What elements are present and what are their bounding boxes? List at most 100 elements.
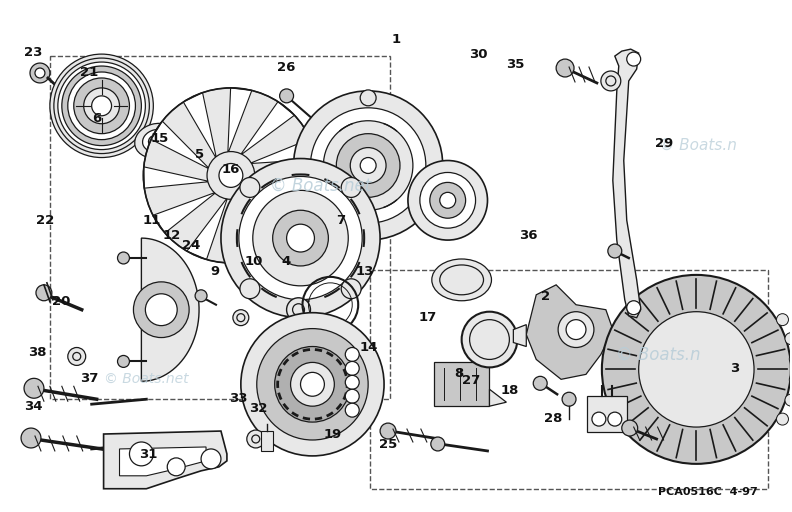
- Circle shape: [533, 376, 547, 390]
- Text: 18: 18: [501, 385, 520, 397]
- Circle shape: [219, 163, 243, 187]
- Circle shape: [133, 282, 189, 337]
- Polygon shape: [613, 49, 641, 317]
- Circle shape: [30, 63, 50, 83]
- Circle shape: [62, 66, 142, 145]
- Text: 36: 36: [519, 229, 538, 242]
- Circle shape: [556, 59, 574, 77]
- Circle shape: [323, 121, 413, 210]
- Circle shape: [129, 442, 154, 466]
- Circle shape: [602, 275, 791, 464]
- Circle shape: [239, 177, 362, 300]
- Circle shape: [287, 224, 314, 252]
- Text: 12: 12: [162, 229, 181, 242]
- Circle shape: [626, 301, 641, 315]
- Bar: [50, 56, 390, 399]
- Circle shape: [68, 348, 86, 366]
- Circle shape: [253, 190, 348, 286]
- Text: 11: 11: [143, 214, 161, 227]
- Polygon shape: [434, 362, 489, 406]
- Circle shape: [785, 394, 792, 406]
- Text: 17: 17: [418, 311, 436, 324]
- Circle shape: [592, 412, 606, 426]
- Text: PCA0516C  4-97: PCA0516C 4-97: [658, 487, 758, 497]
- Circle shape: [74, 78, 129, 134]
- Circle shape: [440, 193, 455, 208]
- Polygon shape: [261, 431, 272, 451]
- Circle shape: [92, 96, 112, 116]
- Polygon shape: [104, 431, 227, 489]
- Polygon shape: [187, 197, 228, 260]
- Circle shape: [257, 329, 368, 440]
- Text: 26: 26: [276, 61, 295, 74]
- Circle shape: [558, 312, 594, 348]
- Circle shape: [776, 314, 789, 326]
- Circle shape: [201, 449, 221, 469]
- Circle shape: [622, 420, 638, 436]
- Text: 1: 1: [391, 33, 401, 46]
- Text: 32: 32: [249, 402, 268, 415]
- Text: 19: 19: [324, 428, 342, 441]
- Circle shape: [350, 147, 386, 183]
- Circle shape: [341, 178, 361, 198]
- Circle shape: [345, 389, 360, 403]
- Circle shape: [300, 372, 325, 396]
- Text: 9: 9: [210, 265, 219, 278]
- Circle shape: [241, 313, 384, 456]
- Text: © Boats.n: © Boats.n: [616, 346, 701, 364]
- Text: 7: 7: [337, 214, 345, 227]
- Polygon shape: [184, 93, 216, 159]
- Polygon shape: [228, 88, 252, 154]
- Text: 22: 22: [36, 214, 55, 227]
- Circle shape: [221, 159, 380, 317]
- Polygon shape: [253, 176, 318, 208]
- Polygon shape: [249, 187, 297, 247]
- Ellipse shape: [135, 123, 178, 158]
- Text: 14: 14: [360, 341, 378, 354]
- Circle shape: [24, 378, 44, 398]
- Circle shape: [790, 374, 792, 386]
- Circle shape: [430, 182, 466, 218]
- Circle shape: [117, 252, 129, 264]
- Polygon shape: [249, 139, 317, 164]
- Polygon shape: [513, 325, 527, 347]
- Circle shape: [345, 348, 360, 361]
- Text: 3: 3: [730, 361, 740, 375]
- Circle shape: [314, 116, 338, 140]
- Ellipse shape: [246, 196, 284, 224]
- Text: 30: 30: [470, 48, 488, 61]
- Circle shape: [213, 158, 249, 194]
- Circle shape: [302, 191, 318, 207]
- Circle shape: [240, 178, 260, 198]
- Text: 27: 27: [462, 374, 480, 387]
- Ellipse shape: [252, 201, 278, 219]
- Circle shape: [638, 312, 754, 427]
- Text: 31: 31: [139, 448, 157, 461]
- Ellipse shape: [148, 135, 164, 147]
- Circle shape: [58, 62, 146, 150]
- Polygon shape: [240, 102, 295, 156]
- Polygon shape: [489, 389, 506, 406]
- Circle shape: [431, 437, 445, 451]
- Circle shape: [420, 173, 475, 228]
- Text: 34: 34: [25, 400, 43, 413]
- Circle shape: [380, 423, 396, 439]
- Text: © Boats.n: © Boats.n: [660, 138, 737, 153]
- Circle shape: [419, 191, 435, 207]
- Text: 28: 28: [544, 413, 563, 425]
- Text: 29: 29: [655, 137, 673, 151]
- Text: 4: 4: [281, 254, 291, 268]
- Circle shape: [601, 71, 621, 91]
- Text: © Boats.net: © Boats.net: [270, 177, 371, 195]
- Polygon shape: [144, 167, 210, 188]
- Text: 38: 38: [29, 346, 47, 359]
- Circle shape: [167, 458, 185, 476]
- Text: 20: 20: [52, 295, 70, 308]
- Text: 15: 15: [150, 133, 169, 145]
- Text: 10: 10: [245, 254, 264, 268]
- Ellipse shape: [432, 259, 492, 301]
- Circle shape: [195, 290, 207, 302]
- Circle shape: [117, 355, 129, 368]
- Ellipse shape: [143, 130, 170, 152]
- Polygon shape: [527, 285, 613, 379]
